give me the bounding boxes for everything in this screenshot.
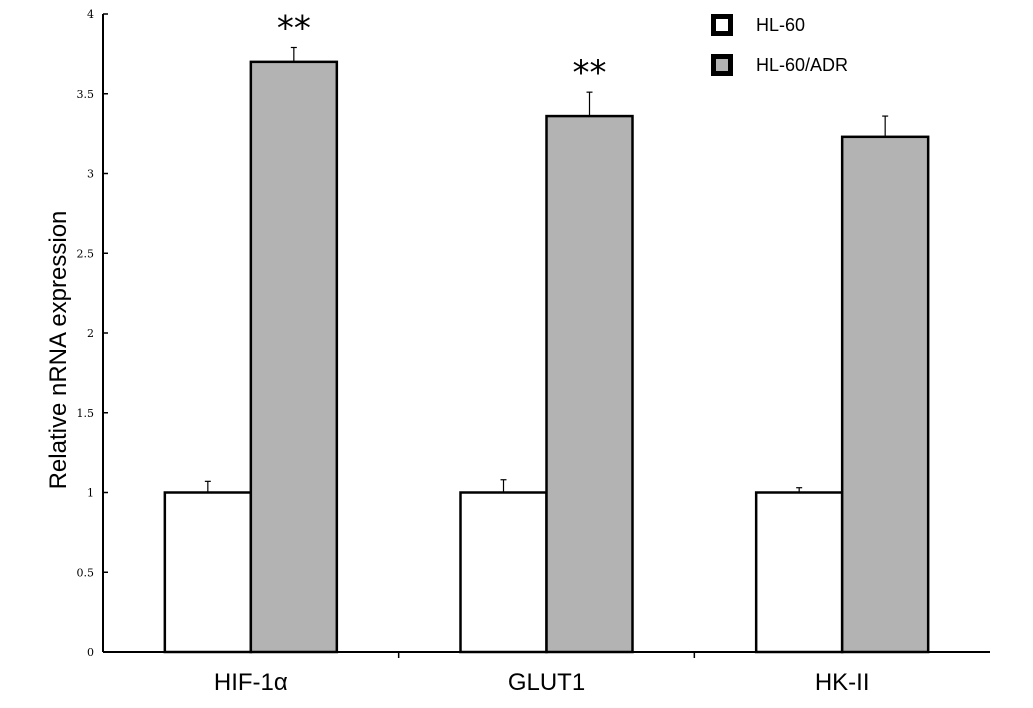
category-labels: HIF-1α GLUT1 HK-II <box>214 669 870 696</box>
category-label: GLUT1 <box>508 669 585 696</box>
y-tick-label: 3 <box>87 168 94 181</box>
significance-marker: ** <box>573 53 607 93</box>
legend-label: HL-60 <box>756 15 805 35</box>
legend-label: HL-60/ADR <box>756 55 848 75</box>
error-bars <box>204 46 889 493</box>
category-label: HK-II <box>815 669 870 696</box>
y-tick-label: 0 <box>87 646 94 659</box>
y-tick-label: 1.5 <box>77 407 95 420</box>
y-tick-label: 4 <box>87 8 94 21</box>
significance-marker: ** <box>277 8 311 48</box>
bar-hl60-adr-3 <box>840 135 930 654</box>
legend: HL-60 HL-60/ADR <box>711 14 848 76</box>
significance-annotations: ** ** <box>277 8 607 93</box>
bars <box>163 60 930 654</box>
bar-hl60-adr-2 <box>545 114 634 654</box>
bar-hl60-3 <box>754 491 844 654</box>
bar-hl60-1 <box>163 491 253 654</box>
legend-swatch <box>716 19 728 31</box>
legend-swatch <box>716 59 728 71</box>
y-tick-label: 0.5 <box>77 566 95 579</box>
bar-hl60-2 <box>459 491 548 654</box>
y-tick-label: 3.5 <box>77 88 95 101</box>
bar-hl60-adr-1 <box>249 60 339 654</box>
y-tick-label: 2 <box>87 327 94 340</box>
category-label: HIF-1α <box>214 669 288 696</box>
y-tick-label: 1 <box>87 487 94 500</box>
y-axis-label: Relative nRNA expression <box>45 211 72 490</box>
y-tick-label: 2.5 <box>77 247 95 260</box>
y-ticks: 0 0.5 1 1.5 2 2.5 3 3.5 4 <box>77 8 108 659</box>
